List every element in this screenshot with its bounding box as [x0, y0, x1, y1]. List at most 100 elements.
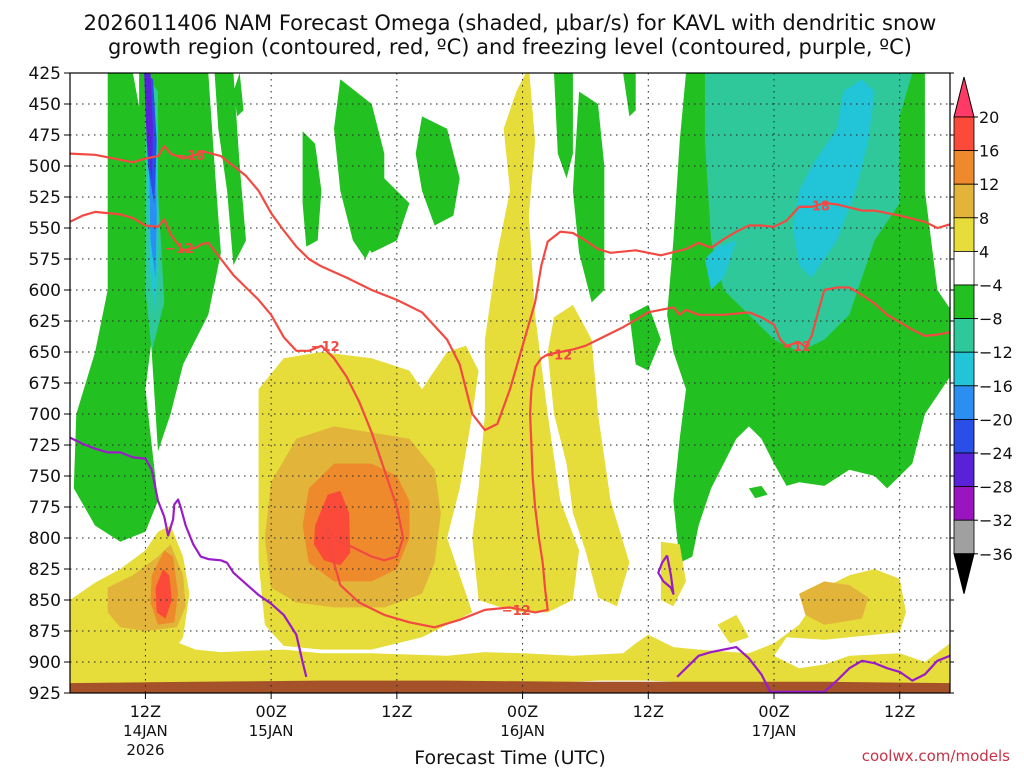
- colorbar-segment-6: [953, 284, 975, 319]
- colorbar-label-12: −32: [979, 511, 1013, 530]
- x-tick-label-4: 12Z: [633, 702, 664, 721]
- x-axis-label: Forecast Time (UTC): [414, 747, 605, 768]
- colorbar-segment-12: [953, 486, 975, 521]
- colorbar-label-10: −24: [979, 444, 1013, 463]
- omega-shade-m8-7: [415, 116, 460, 226]
- chart-title-line-1: 2026011406 NAM Forecast Omega (shaded, μ…: [84, 11, 937, 35]
- y-tick-label-750: 750: [29, 467, 61, 487]
- colorbar-label-13: −36: [979, 545, 1013, 564]
- grid: [70, 73, 950, 693]
- contour-label-4: −12: [543, 348, 572, 363]
- colorbar-label-0: 20: [979, 108, 999, 127]
- colorbar-bottom-arrow: [953, 553, 975, 594]
- omega-shade-m8-2: [214, 73, 246, 266]
- credit-text: coolwx.com/models: [862, 747, 1010, 765]
- contour-4: [70, 436, 308, 678]
- colorbar-segment-11: [953, 452, 975, 487]
- contour-label-0: −18: [176, 149, 205, 164]
- omega-shade-m16-19: [704, 240, 737, 290]
- y-tick-label-575: 575: [29, 250, 61, 270]
- omega-shade-16-36: [313, 490, 351, 566]
- y-tick-label-725: 725: [29, 436, 61, 456]
- x-tick-date-3: 16JAN: [500, 722, 545, 740]
- y-tick-label-650: 650: [29, 343, 61, 363]
- omega-shade-4-30: [912, 655, 950, 687]
- plot-area: −18 −18 −12 −12 −12 −12 −12: [69, 72, 951, 694]
- y-tick-label-625: 625: [29, 312, 61, 332]
- omega-shade-m8-14: [927, 290, 950, 365]
- omega-shade-m8-13: [748, 485, 768, 499]
- contour-label-3: −12: [311, 340, 340, 355]
- y-tick-label-800: 800: [29, 529, 61, 549]
- y-tick-label-600: 600: [29, 281, 61, 301]
- contour-0: [70, 145, 687, 432]
- x-tick-date-5: 17JAN: [752, 722, 797, 740]
- contour-label-6: −12: [782, 340, 811, 355]
- omega-shade-m8-1: [139, 73, 221, 452]
- omega-shade-m8-0: [73, 73, 158, 542]
- colorbar-label-7: −12: [979, 343, 1013, 362]
- y-tick-label-850: 850: [29, 591, 61, 611]
- contour-2: [70, 210, 788, 629]
- y-tick-label-875: 875: [29, 622, 61, 642]
- x-tick-label-0: 12Z: [130, 702, 161, 721]
- colorbar-label-4: 4: [979, 242, 989, 261]
- x-tick-label-6: 12Z: [884, 702, 915, 721]
- omega-shade-4-27: [547, 304, 630, 607]
- omega-shade-m8-5: [302, 131, 322, 247]
- omega-shade-16-37: [155, 569, 172, 619]
- contour-5: [657, 554, 675, 595]
- y-tick-label-550: 550: [29, 219, 61, 239]
- contour-label-1: −18: [801, 200, 830, 215]
- x-tick-date-1: 15JAN: [249, 722, 294, 740]
- colorbar-label-2: 12: [979, 175, 999, 194]
- x-tick-date-0: 14JAN: [123, 722, 168, 740]
- omega-shade-m8-9: [572, 91, 605, 303]
- colorbar-segment-4: [953, 217, 975, 252]
- colorbar-label-8: −16: [979, 377, 1013, 396]
- colorbar-label-5: −4: [979, 276, 1003, 295]
- y-tick-label-775: 775: [29, 498, 61, 518]
- colorbar-top-arrow: [953, 76, 975, 118]
- omega-shade-4-26: [472, 73, 580, 613]
- contour-1: [685, 202, 950, 251]
- omega-shade-m8-10: [623, 73, 636, 117]
- x-tick-year-0: 2026: [126, 741, 164, 759]
- colorbar-label-11: −28: [979, 478, 1013, 497]
- y-tick-label-475: 475: [29, 126, 61, 146]
- colorbar-label-1: 16: [979, 142, 999, 161]
- y-tick-label-825: 825: [29, 560, 61, 580]
- terrain-band: [70, 680, 950, 693]
- plot-content: −18 −18 −12 −12 −12 −12 −12: [70, 73, 950, 693]
- colorbar-segment-13: [953, 519, 975, 555]
- colorbar-label-3: 8: [979, 209, 989, 228]
- colorbar-segment-9: [953, 385, 975, 420]
- omega-shade-m16-18: [792, 79, 875, 278]
- axes: 425 450 475 500 525 550 575 600 625 650 675 700 725 7…: [29, 64, 954, 759]
- x-tick-label-3: 00Z: [507, 702, 538, 721]
- colorbar-label-6: −8: [979, 310, 1003, 329]
- y-tick-label-525: 525: [29, 188, 61, 208]
- y-tick-label-700: 700: [29, 405, 61, 425]
- colorbar-segment-1: [953, 116, 975, 151]
- omega-shade-8-33: [799, 581, 869, 625]
- x-tick-label-2: 12Z: [381, 702, 412, 721]
- omega-shade-m8-8: [554, 73, 573, 179]
- y-tick-label-450: 450: [29, 95, 61, 115]
- omega-shade-m8-3: [233, 73, 244, 117]
- x-tick-label-1: 00Z: [255, 702, 286, 721]
- omega-shade-4-28: [717, 614, 749, 644]
- omega-shade-m28-22: [144, 73, 153, 179]
- contour-6: [676, 645, 950, 693]
- y-tick-label-500: 500: [29, 157, 61, 177]
- colorbar-segment-10: [953, 418, 975, 454]
- y-tick-label-675: 675: [29, 374, 61, 394]
- contour-3: [786, 286, 950, 349]
- x-tick-label-5: 00Z: [758, 702, 789, 721]
- y-tick-label-925: 925: [29, 684, 61, 704]
- colorbar: 20 16 12 8 4 −4 −8 −12 −16 −20 −24 −28 −32 −36: [953, 76, 1013, 594]
- omega-shade-m8-6: [359, 178, 410, 253]
- y-tick-label-900: 900: [29, 653, 61, 673]
